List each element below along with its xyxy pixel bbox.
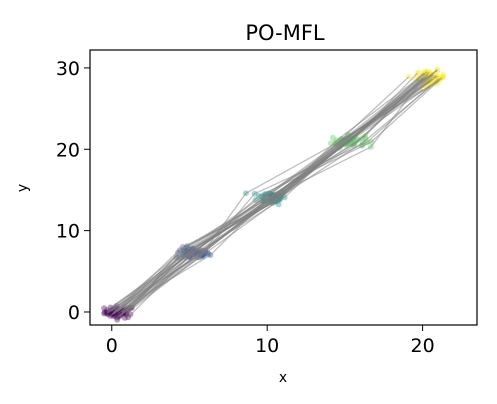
y-tick-label: 30 [56, 58, 80, 80]
x-tick-label: 10 [255, 335, 279, 357]
x-tick-label: 0 [106, 335, 118, 357]
scatter-point [101, 305, 107, 311]
chart-title: PO-MFL [245, 21, 325, 45]
y-tick-label: 0 [68, 302, 80, 324]
y-tick-label: 10 [56, 221, 80, 243]
x-tick-label: 20 [411, 335, 435, 357]
y-axis-label: y [15, 184, 31, 192]
x-axis-label: x [279, 370, 287, 386]
y-tick-label: 20 [56, 139, 80, 161]
plot-area [101, 67, 447, 323]
scatter-point [330, 135, 336, 141]
